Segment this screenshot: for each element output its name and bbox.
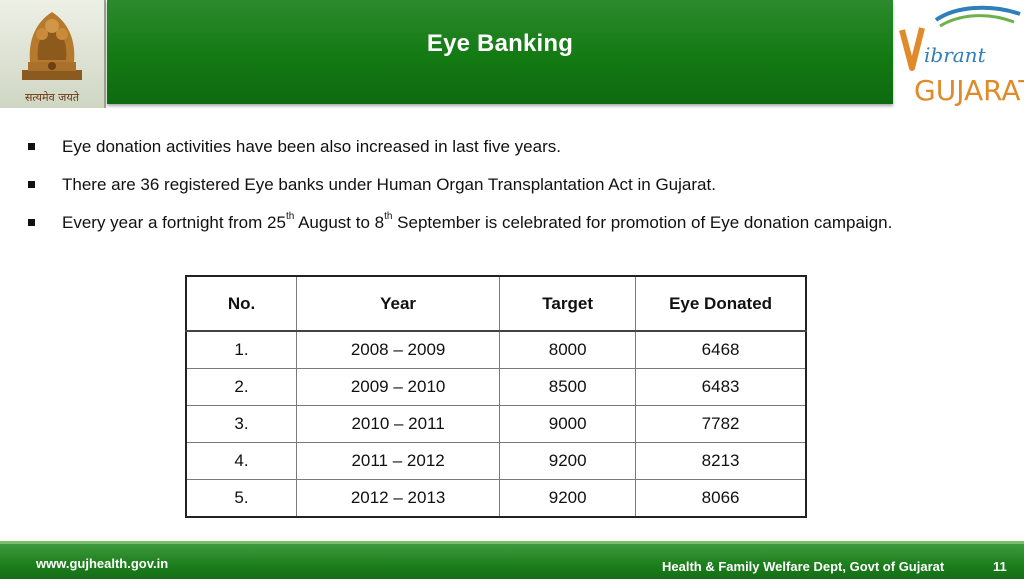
department-name: Health & Family Welfare Dept, Govt of Gu… [662,559,945,574]
square-bullet-icon [28,181,35,188]
cell-eye-donated: 8066 [635,479,807,518]
cell-no: 4. [185,442,298,480]
cell-eye-donated: 6483 [635,368,807,406]
logo-script-text: ibrant [924,43,987,67]
cell-eye-donated: 7782 [635,405,807,443]
cell-no: 2. [185,368,298,406]
national-emblem-logo: सत्यमेव जयते [0,0,106,108]
cell-target: 8000 [499,330,637,369]
website-link[interactable]: www.gujhealth.gov.in [36,556,169,571]
column-header-no: No. [185,275,298,332]
cell-no: 3. [185,405,298,443]
page-number: 11 [993,559,1007,574]
square-bullet-icon [28,219,35,226]
cell-target: 8500 [499,368,637,406]
table-row: 5. 2012 – 2013 9200 8066 [185,479,807,518]
bullet-text: Eye donation activities have been also i… [62,137,561,156]
column-header-year: Year [296,275,501,332]
column-header-target: Target [499,275,637,332]
table-row: 1. 2008 – 2009 8000 6468 [185,330,807,369]
vibrant-gujarat-logo: ibrant GUJARAT [896,0,1024,108]
cell-year: 2012 – 2013 [296,479,501,518]
cell-target: 9200 [499,442,637,480]
table-header-row: No. Year Target Eye Donated [185,275,807,332]
ordinal-suffix: th [384,211,393,223]
title-bar: Eye Banking [107,0,893,104]
eye-donation-table: No. Year Target Eye Donated 1. 2008 – 20… [185,275,807,518]
cell-no: 5. [185,479,298,518]
cell-year: 2008 – 2009 [296,330,501,369]
table-row: 4. 2011 – 2012 9200 8213 [185,442,807,480]
lion-capital-icon: सत्यमेव जयते [22,12,82,104]
slide-header: सत्यमेव जयते Eye Banking ibrant GUJARAT [0,0,1024,108]
cell-no: 1. [185,330,298,369]
ordinal-suffix: th [285,211,295,223]
emblem-caption: सत्यमेव जयते [25,91,80,104]
cell-eye-donated: 8213 [635,442,807,480]
square-bullet-icon [28,143,35,150]
bullet-text-part: Every year a fortnight from 25 [62,213,286,232]
cell-year: 2010 – 2011 [296,405,501,443]
column-header-eye-donated: Eye Donated [635,275,807,332]
bullet-item: Eye donation activities have been also i… [24,128,1000,166]
cell-target: 9200 [499,479,637,518]
bullet-item: Every year a fortnight from 25th August … [24,204,1000,242]
bullet-text-part: September is celebrated for promotion of… [392,213,893,232]
cell-year: 2009 – 2010 [296,368,501,406]
bullet-text-part: August to 8 [294,213,385,232]
logo-word-text: GUJARAT [914,74,1024,107]
slide-footer: www.gujhealth.gov.in Health & Family Wel… [0,541,1024,579]
cell-target: 9000 [499,405,637,443]
bullet-list: Eye donation activities have been also i… [24,128,1000,242]
table-row: 3. 2010 – 2011 9000 7782 [185,405,807,443]
cell-eye-donated: 6468 [635,330,807,369]
bullet-item: There are 36 registered Eye banks under … [24,166,1000,204]
slide-title: Eye Banking [426,30,574,57]
cell-year: 2011 – 2012 [296,442,501,480]
bullet-text: There are 36 registered Eye banks under … [62,175,716,194]
table-row: 2. 2009 – 2010 8500 6483 [185,368,807,406]
vibrant-gujarat-icon: ibrant GUJARAT [899,5,1024,107]
